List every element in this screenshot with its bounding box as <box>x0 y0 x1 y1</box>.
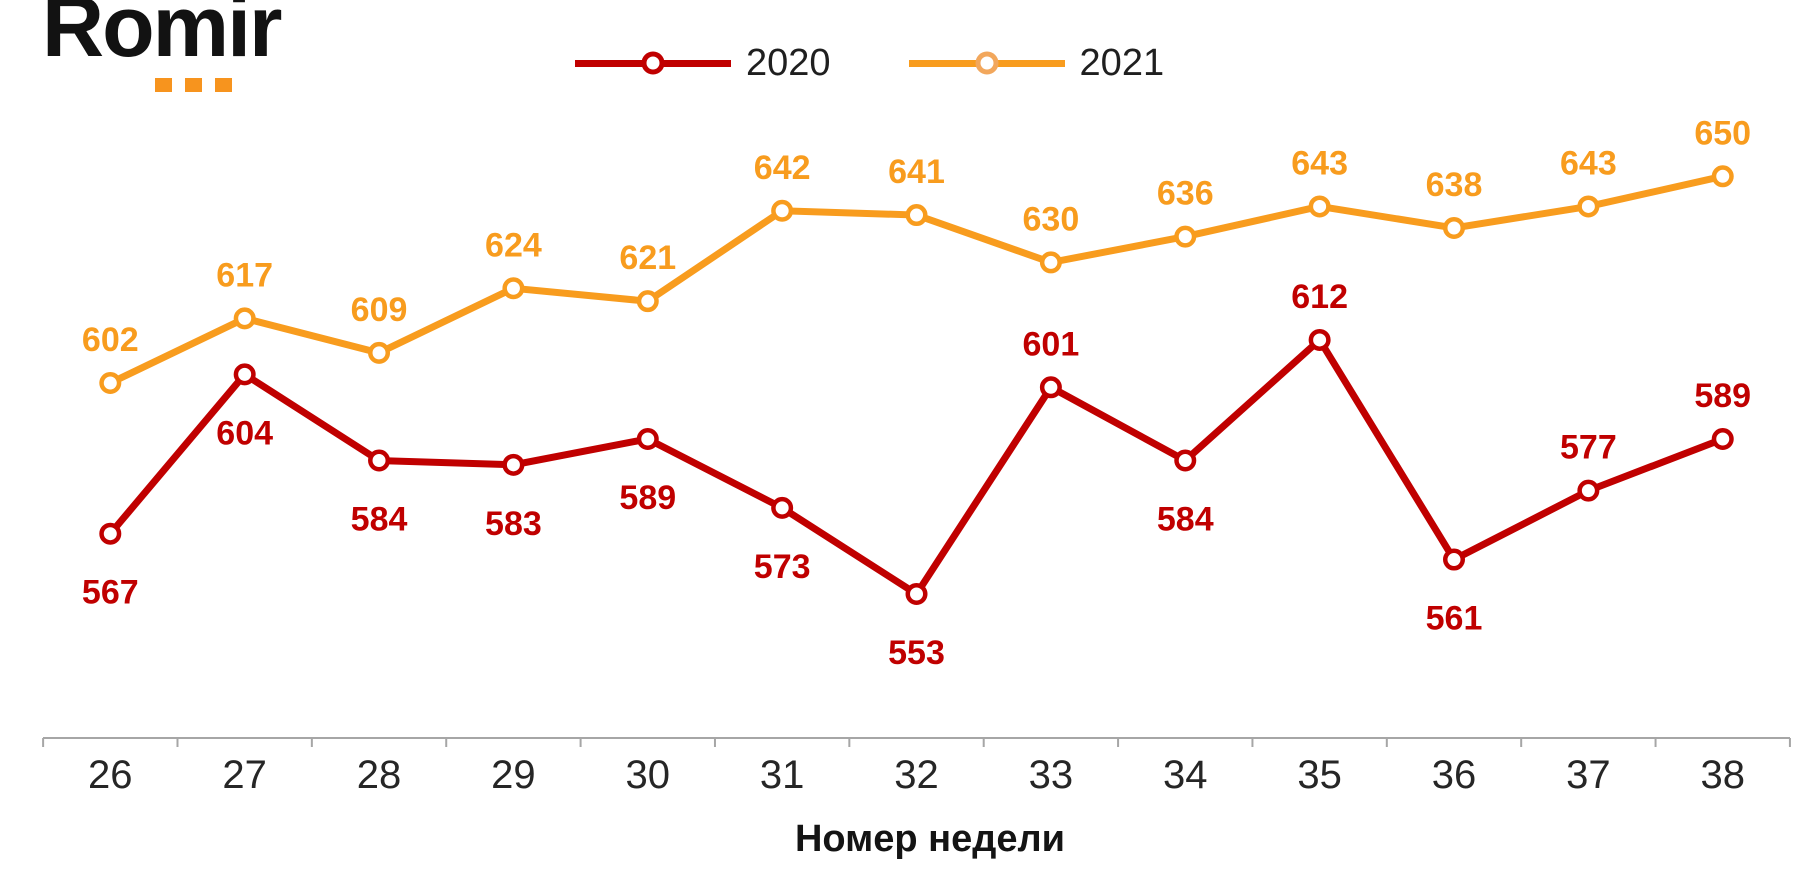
data-label-2021: 641 <box>888 153 945 191</box>
data-point-2020 <box>1308 328 1331 351</box>
legend-label-2020: 2020 <box>746 42 831 84</box>
data-point-2021 <box>502 277 525 300</box>
data-point-2020 <box>1711 427 1734 450</box>
romir-logo: Romir <box>42 0 282 92</box>
x-tick-label: 33 <box>1029 753 1074 797</box>
data-point-2020 <box>1577 479 1600 502</box>
x-tick-label: 35 <box>1297 753 1342 797</box>
data-point-2020 <box>1039 376 1062 399</box>
series-line-2020 <box>106 334 1727 599</box>
data-point-2020 <box>502 453 525 476</box>
legend-label-2021: 2021 <box>1079 42 1165 84</box>
data-label-2021: 650 <box>1694 114 1751 152</box>
data-point-2020 <box>99 522 122 545</box>
data-point-2020 <box>1174 449 1197 472</box>
x-tick-label: 29 <box>491 753 536 797</box>
x-tick-label: 36 <box>1432 753 1477 797</box>
data-label-2020: 601 <box>1023 325 1080 363</box>
legend-marker-2021-icon <box>975 51 999 75</box>
data-point-2021 <box>233 307 256 330</box>
data-point-2020 <box>771 496 794 519</box>
data-label-2020: 561 <box>1426 600 1483 638</box>
data-point-2021 <box>1308 195 1331 218</box>
data-label-2020: 612 <box>1291 278 1348 316</box>
romir-logo-text: Romir <box>42 0 282 75</box>
data-point-2020 <box>1443 548 1465 571</box>
legend-item-2020: 2020 <box>575 44 831 82</box>
data-label-2020: 589 <box>1694 377 1751 415</box>
data-label-2020: 567 <box>82 574 139 612</box>
data-label-2021: 643 <box>1560 144 1617 182</box>
data-label-2021: 643 <box>1291 144 1348 182</box>
romir-logo-dots <box>155 78 232 92</box>
data-label-2020: 604 <box>216 414 273 452</box>
data-label-2020: 577 <box>1560 429 1617 467</box>
data-point-2021 <box>99 372 122 394</box>
x-axis-title: Номер недели <box>794 818 1065 860</box>
logo-dot-icon <box>185 78 202 92</box>
x-tick-label: 31 <box>760 753 805 797</box>
data-point-2021 <box>905 204 928 227</box>
data-label-2021: 630 <box>1023 200 1080 238</box>
data-label-2021: 642 <box>754 149 811 187</box>
data-point-2021 <box>368 341 391 364</box>
legend-line-2020 <box>575 51 731 75</box>
data-label-2020: 589 <box>619 479 676 517</box>
data-point-2021 <box>1711 165 1734 188</box>
legend-line-2021 <box>908 51 1065 75</box>
data-point-2021 <box>1039 251 1062 274</box>
data-point-2020 <box>905 582 928 605</box>
data-label-2021: 609 <box>351 291 408 329</box>
data-point-2020 <box>233 363 256 386</box>
x-tick-label: 28 <box>357 753 402 797</box>
chart-legend: 2020 2021 <box>575 44 1164 82</box>
data-label-2021: 636 <box>1157 175 1214 213</box>
data-point-2021 <box>1577 195 1600 218</box>
data-point-2021 <box>1174 225 1197 248</box>
data-point-2021 <box>771 199 794 222</box>
data-point-2021 <box>636 290 659 313</box>
data-label-2020: 583 <box>485 505 542 543</box>
logo-dot-icon <box>215 78 232 92</box>
logo-dot-icon <box>155 78 172 92</box>
data-label-2020: 553 <box>888 634 945 672</box>
data-point-2020 <box>368 449 391 472</box>
data-label-2021: 617 <box>216 256 273 294</box>
legend-marker-2020-icon <box>641 51 665 75</box>
data-point-2021 <box>1443 216 1465 239</box>
x-tick-label: 32 <box>894 753 939 797</box>
data-label-2021: 602 <box>82 321 139 359</box>
x-tick-label: 34 <box>1163 753 1208 797</box>
x-tick-label: 38 <box>1700 753 1745 797</box>
x-tick-label: 30 <box>626 753 671 797</box>
data-label-2021: 621 <box>619 239 676 277</box>
data-label-2021: 624 <box>485 226 542 264</box>
x-tick-label: 27 <box>222 753 267 797</box>
legend-item-2021: 2021 <box>908 42 1165 84</box>
data-label-2021: 638 <box>1426 166 1483 204</box>
data-label-2020: 573 <box>754 548 811 586</box>
data-point-2020 <box>636 427 659 450</box>
x-tick-label: 26 <box>88 753 133 797</box>
data-label-2020: 584 <box>1157 501 1214 539</box>
data-label-2020: 584 <box>351 501 408 539</box>
x-tick-label: 37 <box>1566 753 1611 797</box>
